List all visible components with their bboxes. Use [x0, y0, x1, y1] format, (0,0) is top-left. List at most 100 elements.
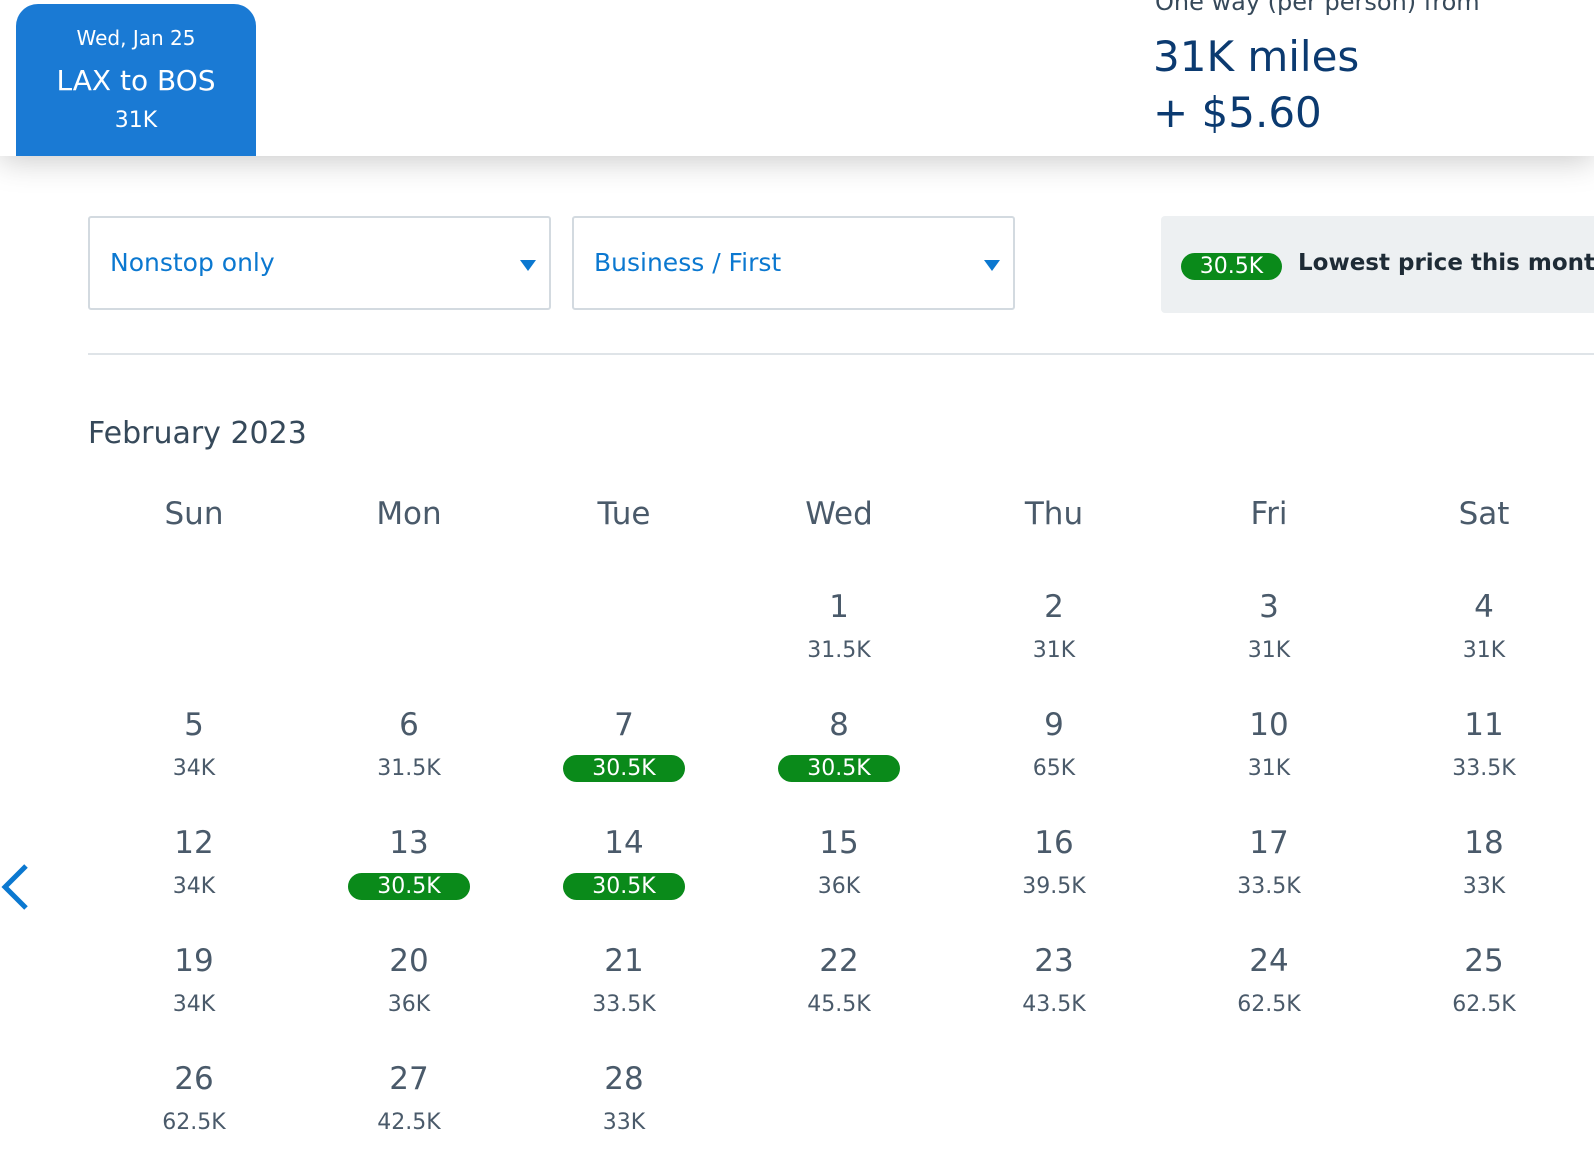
day-price: 31K	[1032, 638, 1076, 663]
day-cell[interactable]: 5 34K	[114, 707, 274, 782]
day-cell[interactable]: 18 33K	[1404, 825, 1564, 900]
day-cell[interactable]: 2 31K	[974, 589, 1134, 664]
day-number: 6	[399, 707, 419, 743]
date-tab[interactable]: Wed, Jan 25 LAX to BOS 31K	[16, 4, 256, 156]
day-cell[interactable]: 23 43.5K	[974, 943, 1134, 1018]
previous-month[interactable]	[0, 862, 32, 912]
day-price: 31K	[1247, 638, 1291, 663]
day-number: 4	[1474, 589, 1494, 625]
day-cell[interactable]: 20 36K	[329, 943, 489, 1018]
day-cell[interactable]: 27 42.5K	[329, 1061, 489, 1136]
day-number: 23	[1034, 943, 1074, 979]
day-number: 1	[829, 589, 849, 625]
day-cell[interactable]: 28 33K	[544, 1061, 704, 1136]
day-cell[interactable]: 16 39.5K	[974, 825, 1134, 900]
day-price: 33.5K	[1452, 756, 1516, 781]
day-cell[interactable]: 7 30.5K	[544, 707, 704, 782]
day-number: 18	[1464, 825, 1504, 861]
day-number: 7	[614, 707, 634, 743]
day-cell[interactable]: 6 31.5K	[329, 707, 489, 782]
day-price: 31.5K	[377, 756, 441, 781]
day-cell[interactable]: 12 34K	[114, 825, 274, 900]
day-number: 27	[389, 1061, 429, 1097]
day-price: 62.5K	[1237, 992, 1301, 1017]
day-number: 5	[184, 707, 204, 743]
day-cell[interactable]: 13 30.5K	[329, 825, 489, 900]
day-number: 2	[1044, 589, 1064, 625]
day-cell[interactable]: 22 45.5K	[759, 943, 919, 1018]
day-number: 22	[819, 943, 859, 979]
day-number: 14	[604, 825, 644, 861]
day-number: 16	[1034, 825, 1074, 861]
day-cell[interactable]: 25 62.5K	[1404, 943, 1564, 1018]
stops-value: Nonstop only	[110, 248, 275, 277]
fare-miles: 31K miles	[1153, 32, 1360, 81]
day-cell[interactable]: 19 34K	[114, 943, 274, 1018]
day-number: 10	[1249, 707, 1289, 743]
month-title: February 2023	[88, 416, 307, 451]
day-price: 62.5K	[1452, 992, 1516, 1017]
day-price: 33.5K	[1237, 874, 1301, 899]
day-cell[interactable]: 3 31K	[1189, 589, 1349, 664]
day-price: 31K	[1247, 756, 1291, 781]
day-cell[interactable]: 4 31K	[1404, 589, 1564, 664]
day-cell[interactable]: 11 33.5K	[1404, 707, 1564, 782]
day-number: 25	[1464, 943, 1504, 979]
day-cell[interactable]: 15 36K	[759, 825, 919, 900]
cabin-dropdown[interactable]: Business / First	[572, 216, 1015, 310]
day-number: 21	[604, 943, 644, 979]
dropdown-arrow	[984, 260, 1000, 271]
weekday-label: Thu	[1024, 496, 1084, 532]
day-number: 13	[389, 825, 429, 861]
lowest-price-badge: 30.5K	[348, 873, 470, 900]
stops-dropdown[interactable]: Nonstop only	[88, 216, 551, 310]
day-cell[interactable]: 24 62.5K	[1189, 943, 1349, 1018]
day-price: 65K	[1032, 756, 1076, 781]
day-price: 36K	[387, 992, 431, 1017]
legend-text: Lowest price this month	[1298, 250, 1594, 276]
day-cell[interactable]: 21 33.5K	[544, 943, 704, 1018]
day-number: 17	[1249, 825, 1289, 861]
day-number: 26	[174, 1061, 214, 1097]
lowest-price-badge: 30.5K	[563, 873, 685, 900]
weekday-label: Fri	[1250, 496, 1288, 532]
day-number: 8	[829, 707, 849, 743]
day-price: 42.5K	[377, 1110, 441, 1135]
day-cell[interactable]: 9 65K	[974, 707, 1134, 782]
day-cell[interactable]: 1 31.5K	[759, 589, 919, 664]
divider	[88, 353, 1594, 355]
fare-cash: + $5.60	[1153, 88, 1322, 137]
header: Wed, Jan 25 LAX to BOS 31K One way (per …	[0, 0, 1594, 156]
day-price: 34K	[172, 756, 216, 781]
dropdown-arrow	[520, 260, 536, 271]
day-price: 34K	[172, 874, 216, 899]
legend-badge: 30.5K	[1181, 253, 1282, 280]
day-price: 45.5K	[807, 992, 871, 1017]
tab-price: 31K	[114, 108, 158, 133]
chevron	[1, 864, 28, 910]
day-number: 28	[604, 1061, 644, 1097]
day-cell[interactable]: 17 33.5K	[1189, 825, 1349, 900]
day-price: 31.5K	[807, 638, 871, 663]
day-number: 12	[174, 825, 214, 861]
weekday-label: Sun	[164, 496, 224, 532]
day-cell[interactable]: 8 30.5K	[759, 707, 919, 782]
day-price: 62.5K	[162, 1110, 226, 1135]
day-price: 36K	[817, 874, 861, 899]
day-price: 43.5K	[1022, 992, 1086, 1017]
day-price: 34K	[172, 992, 216, 1017]
day-number: 19	[174, 943, 214, 979]
day-number: 9	[1044, 707, 1064, 743]
day-cell[interactable]: 26 62.5K	[114, 1061, 274, 1136]
fare-label: One way (per person) from	[1155, 0, 1480, 16]
tab-date: Wed, Jan 25	[76, 26, 196, 50]
day-number: 15	[819, 825, 859, 861]
day-price: 33K	[1462, 874, 1506, 899]
day-cell[interactable]: 14 30.5K	[544, 825, 704, 900]
day-number: 11	[1464, 707, 1504, 743]
day-cell[interactable]: 10 31K	[1189, 707, 1349, 782]
weekday-label: Mon	[376, 496, 442, 532]
day-number: 3	[1259, 589, 1279, 625]
lowest-price-badge: 30.5K	[563, 755, 685, 782]
